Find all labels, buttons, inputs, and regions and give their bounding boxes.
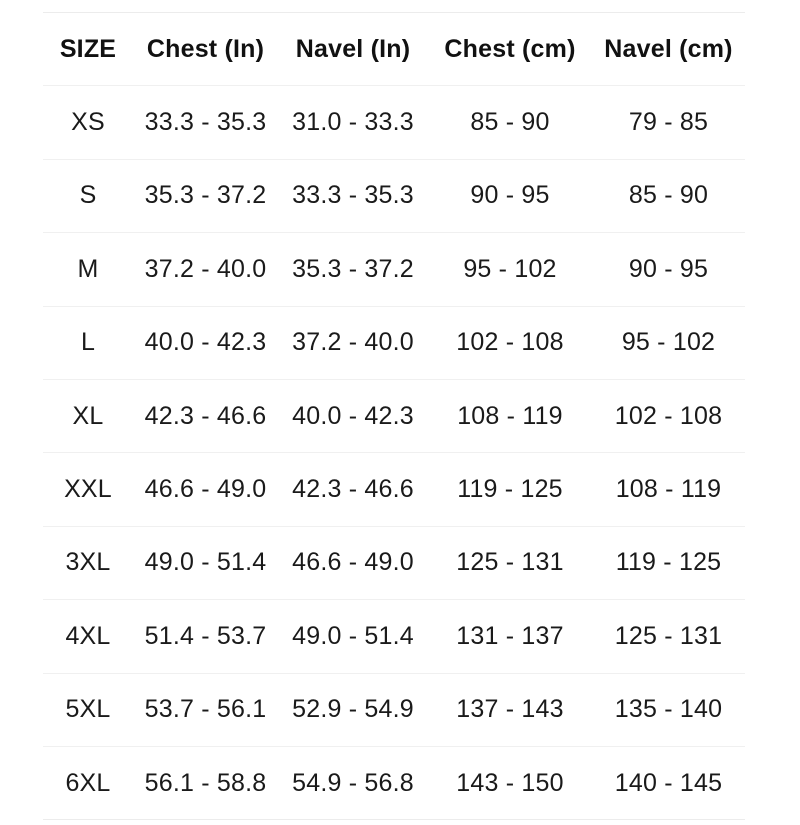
measurement-cell: 52.9 - 54.9 bbox=[278, 673, 428, 747]
measurement-cell: 131 - 137 bbox=[428, 599, 592, 674]
table-row: XL 42.3 - 46.6 40.0 - 42.3 108 - 119 102 - 1… bbox=[43, 379, 745, 454]
size-cell: S bbox=[43, 159, 133, 234]
measurement-cell: 95 - 102 bbox=[428, 232, 592, 307]
measurement-cell: 42.3 - 46.6 bbox=[133, 379, 278, 454]
measurement-cell: 46.6 - 49.0 bbox=[278, 526, 428, 601]
header-row: SIZE Chest (In) Navel (In) Chest (cm) Na… bbox=[43, 12, 745, 87]
size-chart: SIZE Chest (In) Navel (In) Chest (cm) Na… bbox=[43, 12, 745, 821]
measurement-cell: 33.3 - 35.3 bbox=[278, 159, 428, 234]
measurement-cell: 35.3 - 37.2 bbox=[278, 232, 428, 307]
size-chart-table: SIZE Chest (In) Navel (In) Chest (cm) Na… bbox=[43, 12, 745, 821]
measurement-cell: 54.9 - 56.8 bbox=[292, 768, 414, 797]
measurement-cell: 90 - 95 bbox=[592, 232, 745, 307]
measurement-cell: 140 - 145 bbox=[614, 768, 723, 797]
size-cell: XS bbox=[43, 85, 133, 160]
size-cell: 3XL bbox=[43, 526, 133, 601]
table-row: 6XL 56.1 - 58.8 54.9 - 56.8 143 - 150 140 - … bbox=[43, 746, 745, 819]
table-row: XXL 46.6 - 49.0 42.3 - 46.6 119 - 125 108 - … bbox=[43, 452, 745, 527]
measurement-cell: 53.7 - 56.1 bbox=[133, 673, 278, 747]
measurement-cell: 102 - 108 bbox=[592, 379, 745, 454]
measurement-cell: 31.0 - 33.3 bbox=[278, 85, 428, 160]
measurement-cell: 119 - 125 bbox=[428, 452, 592, 527]
measurement-cell: 51.4 - 53.7 bbox=[133, 599, 278, 674]
measurement-cell: 102 - 108 bbox=[428, 306, 592, 380]
column-header-navel-cm: Navel (cm) bbox=[592, 12, 745, 87]
table-row: L 40.0 - 42.3 37.2 - 40.0 102 - 108 95 - 102 bbox=[43, 306, 745, 380]
measurement-cell: 56.1 - 58.8 bbox=[144, 768, 267, 797]
measurement-cell: 42.3 - 46.6 bbox=[278, 452, 428, 527]
measurement-cell: 40.0 - 42.3 bbox=[133, 306, 278, 380]
size-cell: M bbox=[43, 232, 133, 307]
measurement-cell: 108 - 119 bbox=[428, 379, 592, 454]
measurement-cell: 108 - 119 bbox=[592, 452, 745, 527]
size-cell: 6XL bbox=[65, 768, 111, 797]
measurement-cell: 37.2 - 40.0 bbox=[278, 306, 428, 380]
measurement-cell: 35.3 - 37.2 bbox=[133, 159, 278, 234]
measurement-cell: 90 - 95 bbox=[428, 159, 592, 234]
table-row: S 35.3 - 37.2 33.3 - 35.3 90 - 95 85 - 90 bbox=[43, 159, 745, 234]
table-row: XS 33.3 - 35.3 31.0 - 33.3 85 - 90 79 - 85 bbox=[43, 85, 745, 160]
measurement-cell: 125 - 131 bbox=[592, 599, 745, 674]
column-header-size: SIZE bbox=[43, 12, 133, 87]
column-header-chest-in: Chest (In) bbox=[133, 12, 278, 87]
size-cell: L bbox=[43, 306, 133, 380]
measurement-cell: 46.6 - 49.0 bbox=[133, 452, 278, 527]
measurement-cell: 40.0 - 42.3 bbox=[278, 379, 428, 454]
measurement-cell: 137 - 143 bbox=[428, 673, 592, 747]
size-cell: XXL bbox=[43, 452, 133, 527]
table-row: M 37.2 - 40.0 35.3 - 37.2 95 - 102 90 - 95 bbox=[43, 232, 745, 307]
measurement-cell: 49.0 - 51.4 bbox=[278, 599, 428, 674]
measurement-cell: 143 - 150 bbox=[456, 768, 564, 797]
column-header-navel-in: Navel (In) bbox=[278, 12, 428, 87]
measurement-cell: 95 - 102 bbox=[592, 306, 745, 380]
measurement-cell: 79 - 85 bbox=[592, 85, 745, 160]
table-row: 5XL 53.7 - 56.1 52.9 - 54.9 137 - 143 135 - … bbox=[43, 673, 745, 747]
measurement-cell: 125 - 131 bbox=[428, 526, 592, 601]
table-row: 4XL 51.4 - 53.7 49.0 - 51.4 131 - 137 125 - … bbox=[43, 599, 745, 674]
size-cell: 4XL bbox=[43, 599, 133, 674]
measurement-cell: 85 - 90 bbox=[428, 85, 592, 160]
table-body: XS 33.3 - 35.3 31.0 - 33.3 85 - 90 79 - 85 S 3… bbox=[43, 85, 745, 820]
measurement-cell: 37.2 - 40.0 bbox=[133, 232, 278, 307]
column-header-chest-cm: Chest (cm) bbox=[428, 12, 592, 87]
measurement-cell: 135 - 140 bbox=[592, 673, 745, 747]
measurement-cell: 119 - 125 bbox=[592, 526, 745, 601]
size-cell: XL bbox=[43, 379, 133, 454]
measurement-cell: 85 - 90 bbox=[592, 159, 745, 234]
measurement-cell: 33.3 - 35.3 bbox=[133, 85, 278, 160]
size-cell: 5XL bbox=[43, 673, 133, 747]
measurement-cell: 49.0 - 51.4 bbox=[133, 526, 278, 601]
table-row: 3XL 49.0 - 51.4 46.6 - 49.0 125 - 131 119 - … bbox=[43, 526, 745, 601]
